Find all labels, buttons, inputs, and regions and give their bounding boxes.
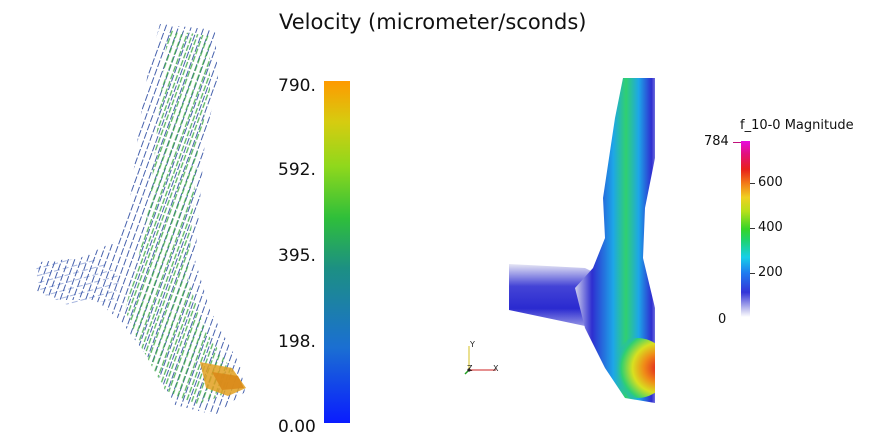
magnitude-slice-visualization	[509, 78, 655, 403]
colorbar-label: 400	[758, 220, 783, 235]
colorbar-label-max: 784	[704, 134, 729, 149]
colorbar-label: 395.	[278, 246, 316, 266]
colorbar-tick	[750, 273, 755, 274]
colorbar-tick	[750, 183, 755, 184]
colorbar-label-min: 0.00	[278, 417, 316, 437]
colorbar-label-min: 0	[718, 312, 727, 327]
axis-z-label: Z	[467, 364, 473, 373]
colorbar-tick	[733, 142, 741, 143]
velocity-glyph-visualization	[35, 24, 246, 415]
colorbar-title: f_10-0 Magnitude	[740, 118, 854, 133]
colorbar-tick	[750, 228, 755, 229]
velocity-colorbar	[324, 81, 350, 423]
axis-x-label: X	[493, 364, 499, 373]
colorbar-label: 198.	[278, 332, 316, 352]
orientation-axes	[464, 346, 496, 375]
plot-title: Velocity (micrometer/sconds)	[279, 10, 587, 34]
axis-y-label: Y	[470, 340, 475, 349]
colorbar-label: 200	[758, 265, 783, 280]
colorbar-label: 600	[758, 175, 783, 190]
colorbar-label-max: 790.	[278, 76, 316, 96]
colorbar-label: 592.	[278, 160, 316, 180]
magnitude-colorbar	[741, 141, 750, 317]
